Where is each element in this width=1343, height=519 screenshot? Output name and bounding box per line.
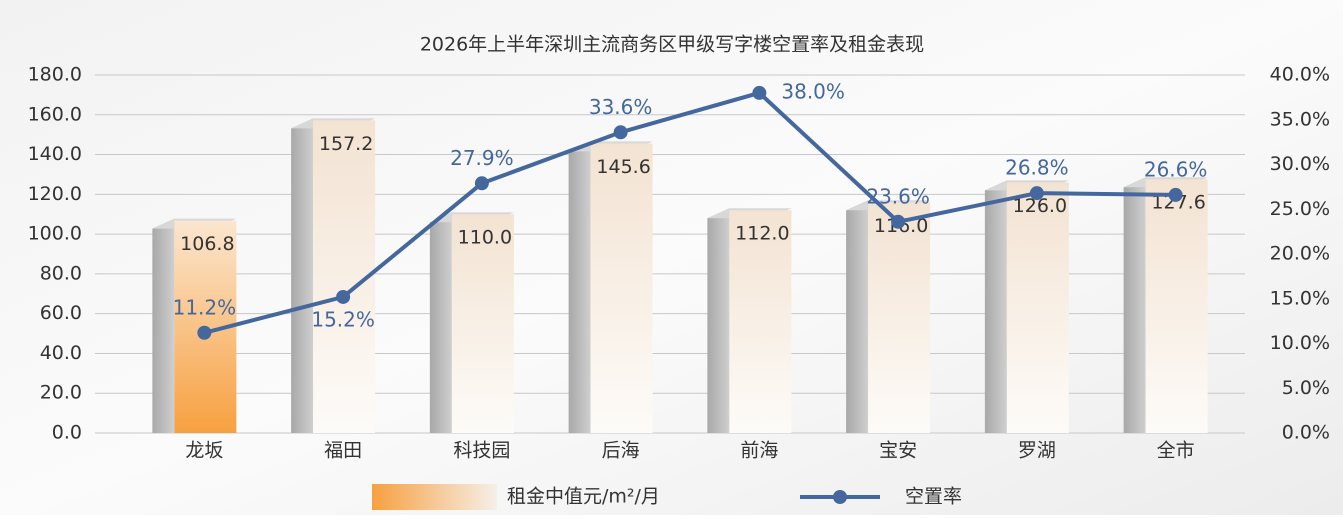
y-tick-label: 120.0 <box>28 183 82 205</box>
bar-value-label: 112.0 <box>735 223 789 245</box>
bar-side <box>1123 177 1146 433</box>
bar-side <box>846 200 869 433</box>
bar <box>1006 182 1069 433</box>
line-value-label: 26.6% <box>1144 157 1208 181</box>
bar-value-label: 110.0 <box>458 227 512 249</box>
y2-tick-label: 20.0% <box>1270 243 1330 265</box>
line-point <box>336 289 351 304</box>
line-point <box>474 176 489 191</box>
bar-value-label: 106.8 <box>180 233 234 255</box>
line-point <box>197 325 212 340</box>
y2-tick-label: 15.0% <box>1270 287 1330 309</box>
bar-value-label: 126.0 <box>1013 195 1067 217</box>
bar <box>729 210 792 433</box>
line-value-label: 27.9% <box>450 146 514 170</box>
chart-title: 2026年上半年深圳主流商务区甲级写字楼空置率及租金表现 <box>420 34 924 56</box>
x-tick-label: 龙坂 <box>185 440 223 462</box>
line-point <box>891 214 906 229</box>
line-point <box>1029 186 1044 201</box>
bar-side <box>984 180 1007 433</box>
legend-swatch <box>372 484 497 510</box>
line-point <box>613 125 628 140</box>
bar <box>1145 179 1208 433</box>
bar <box>451 214 514 433</box>
line-point <box>1168 187 1183 202</box>
bar-side <box>152 218 175 433</box>
line <box>203 90 1176 335</box>
bar <box>590 143 653 433</box>
x-tick-label: 前海 <box>740 440 778 462</box>
line-value-label: 23.6% <box>866 184 930 208</box>
bar-value-label: 127.6 <box>1151 192 1205 214</box>
bar-side <box>707 208 730 433</box>
y-tick-label: 0.0 <box>52 422 82 444</box>
y2-tick-label: 30.0% <box>1270 153 1330 175</box>
line-point <box>752 85 767 100</box>
legend-label: 空置率 <box>905 486 962 508</box>
y-tick-label: 20.0 <box>40 382 82 404</box>
y-tick-label: 180.0 <box>28 64 82 86</box>
x-tick-label: 全市 <box>1157 440 1195 462</box>
line-value-label: 38.0% <box>781 79 845 103</box>
y2-tick-label: 35.0% <box>1270 108 1330 130</box>
bar-value-label: 157.2 <box>319 133 373 155</box>
y2-tick-label: 25.0% <box>1270 198 1330 220</box>
y-tick-label: 140.0 <box>28 143 82 165</box>
bar-side <box>429 212 452 433</box>
bar-value-label: 145.6 <box>596 156 650 178</box>
x-tick-label: 科技园 <box>453 440 510 462</box>
y-tick-label: 160.0 <box>28 103 82 125</box>
y2-tick-label: 0.0% <box>1282 422 1330 444</box>
x-tick-label: 福田 <box>324 440 362 462</box>
y-tick-label: 40.0 <box>40 342 82 364</box>
y2-tick-label: 40.0% <box>1270 64 1330 86</box>
legend-label: 租金中值元/m²/月 <box>507 486 660 508</box>
y2-tick-label: 10.0% <box>1270 332 1330 354</box>
legend-marker <box>833 490 847 504</box>
x-tick-label: 后海 <box>602 440 640 462</box>
bar-side <box>291 118 314 433</box>
y-tick-label: 60.0 <box>40 302 82 324</box>
x-tick-label: 宝安 <box>879 440 917 462</box>
x-tick-label: 罗湖 <box>1018 440 1056 462</box>
line-value-label: 33.6% <box>589 95 653 119</box>
y-tick-label: 80.0 <box>40 262 82 284</box>
y-tick-label: 100.0 <box>28 223 82 245</box>
bar-side <box>568 141 591 433</box>
y2-tick-label: 5.0% <box>1282 377 1330 399</box>
line-value-label: 15.2% <box>311 307 375 331</box>
line-value-label: 26.8% <box>1005 156 1069 180</box>
line-value-label: 11.2% <box>173 295 237 319</box>
bar <box>868 202 931 433</box>
